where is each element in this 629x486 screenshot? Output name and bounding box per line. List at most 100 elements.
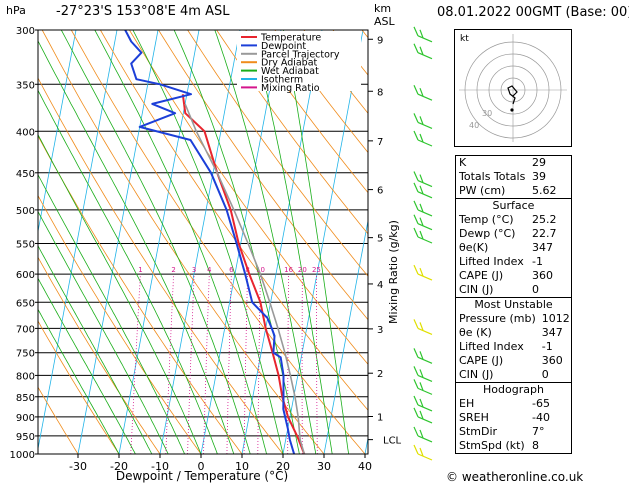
wind-barb-flag bbox=[413, 84, 419, 95]
legend-box bbox=[237, 31, 361, 91]
temperature-tick-label: 10 bbox=[235, 460, 249, 473]
wind-barb-flag bbox=[419, 369, 424, 378]
wind-barb-flag bbox=[419, 217, 424, 226]
wind-barb-flag bbox=[419, 29, 424, 39]
sounding-datetime: 08.01.2022 00GMT (Base: 00) bbox=[437, 5, 629, 20]
wind-barb-flag bbox=[419, 322, 424, 331]
index-label: SREH bbox=[459, 411, 489, 424]
pressure-tick-label: 1000 bbox=[10, 450, 35, 461]
wind-barb-flag bbox=[413, 113, 419, 123]
wind-barb bbox=[417, 209, 433, 217]
wind-barb-flag bbox=[419, 203, 424, 213]
parcel-trajectory-line bbox=[184, 103, 306, 454]
wind-barb bbox=[417, 453, 433, 461]
mixing-ratio-line bbox=[187, 274, 195, 454]
wind-barb bbox=[417, 139, 433, 147]
wind-barb bbox=[417, 356, 433, 364]
wet-adiabat bbox=[38, 173, 185, 454]
wind-barb-flag bbox=[419, 116, 424, 125]
wind-barb-flag bbox=[419, 185, 424, 195]
mixing-ratio-value: 25 bbox=[312, 266, 321, 274]
dry-adiabat bbox=[70, 30, 366, 454]
index-label: Dewp (°C) bbox=[459, 227, 516, 240]
index-row: PW (cm) 5.62 bbox=[456, 184, 571, 198]
pressure-tick-label: 800 bbox=[16, 371, 35, 382]
wind-barb-flag bbox=[413, 264, 419, 275]
temperature-tick-label: 20 bbox=[276, 460, 290, 473]
index-value: -1 bbox=[532, 255, 543, 268]
isotherm-line bbox=[77, 30, 159, 454]
legend-entry: Isotherm bbox=[261, 75, 303, 86]
pressure-tick-label: 900 bbox=[16, 413, 35, 424]
wet-adiabat bbox=[38, 245, 153, 454]
wind-barb-flag bbox=[413, 214, 419, 224]
pressure-tick-label: 450 bbox=[16, 169, 35, 180]
most-unstable-section-title: Most Unstable bbox=[456, 297, 571, 312]
index-label: K bbox=[459, 156, 467, 169]
index-value: 5.62 bbox=[532, 184, 557, 197]
legend-entry: Dewpoint bbox=[261, 41, 306, 52]
mixing-ratio-line bbox=[257, 274, 261, 454]
legend-entry: Wet Adiabat bbox=[261, 66, 319, 77]
height-tick-label: 1 bbox=[377, 413, 383, 424]
index-label: CIN (J) bbox=[459, 283, 494, 296]
wet-adiabat bbox=[251, 30, 333, 454]
index-label: CIN (J) bbox=[459, 368, 494, 381]
dry-adiabat bbox=[100, 30, 368, 411]
index-label: CAPE (J) bbox=[459, 269, 504, 282]
mixing-ratio-value: 20 bbox=[298, 266, 307, 274]
index-value: 39 bbox=[532, 170, 546, 183]
dry-adiabat bbox=[38, 194, 202, 454]
isotherm-line bbox=[159, 30, 241, 454]
index-label: θe (K) bbox=[459, 326, 492, 339]
hodograph-ring-label: 30 bbox=[482, 109, 492, 118]
index-value: 347 bbox=[541, 326, 563, 339]
index-row: θe (K) 347 bbox=[456, 326, 573, 340]
km-label: km bbox=[374, 2, 392, 15]
indices-top-table: K 29 Totals Totals 39 PW (cm) 5.62 bbox=[456, 156, 571, 198]
index-label: Lifted Index bbox=[459, 255, 524, 268]
hodograph-ring-label: 40 bbox=[469, 121, 479, 130]
index-value: 360 bbox=[541, 354, 563, 367]
dry-adiabat bbox=[274, 30, 368, 154]
mixing-ratio-value: 16 bbox=[284, 266, 293, 274]
surface-table: Temp (°C) 25.2 Dewp (°C) 22.7 θe(K) 347 Lifted… bbox=[456, 213, 571, 297]
dry-adiabat bbox=[38, 256, 161, 454]
index-row: Temp (°C) 25.2 bbox=[456, 213, 571, 227]
pressure-tick-label: 500 bbox=[16, 206, 35, 217]
wind-barb-flag bbox=[419, 429, 424, 439]
index-label: θe(K) bbox=[459, 241, 489, 254]
height-tick-label: 7 bbox=[377, 137, 383, 148]
height-tick-label: 5 bbox=[377, 234, 383, 245]
wind-barb-flag bbox=[413, 171, 419, 181]
wind-barb-flag bbox=[413, 395, 419, 406]
height-tick-label: 9 bbox=[377, 35, 383, 46]
wet-adiabat bbox=[214, 30, 317, 454]
pressure-tick-label: 550 bbox=[16, 239, 35, 250]
temperature-tick-label: -10 bbox=[151, 460, 169, 473]
pressure-tick-label: 600 bbox=[16, 270, 35, 281]
wet-adiabat bbox=[38, 308, 120, 454]
wet-adiabat bbox=[38, 40, 235, 454]
hodograph-unit: kt bbox=[460, 34, 469, 44]
wind-barb bbox=[417, 52, 433, 60]
wind-barb bbox=[417, 416, 433, 424]
temperature-tick-label: 0 bbox=[198, 460, 205, 473]
index-value: 347 bbox=[532, 241, 553, 254]
wind-barb bbox=[417, 223, 433, 231]
mixing-ratio-line bbox=[165, 274, 174, 454]
mixing-ratio-value: 6 bbox=[229, 266, 234, 274]
wind-barb-flag bbox=[419, 133, 424, 143]
most-unstable-table: Pressure (mb) 1012 θe (K) 347 Lifted Index -1… bbox=[456, 312, 573, 382]
pressure-tick-label: 850 bbox=[16, 393, 35, 404]
hodograph-section-title: Hodograph bbox=[456, 382, 571, 397]
wind-barb-flag bbox=[413, 200, 419, 211]
pressure-unit: hPa bbox=[6, 4, 26, 17]
dry-adiabat bbox=[38, 77, 284, 454]
dry-adiabat bbox=[38, 135, 243, 454]
wind-barb-flag bbox=[419, 46, 424, 55]
legend-entry: Temperature bbox=[260, 33, 321, 44]
temperature-line bbox=[181, 94, 306, 454]
wind-barb-flag bbox=[413, 26, 419, 37]
